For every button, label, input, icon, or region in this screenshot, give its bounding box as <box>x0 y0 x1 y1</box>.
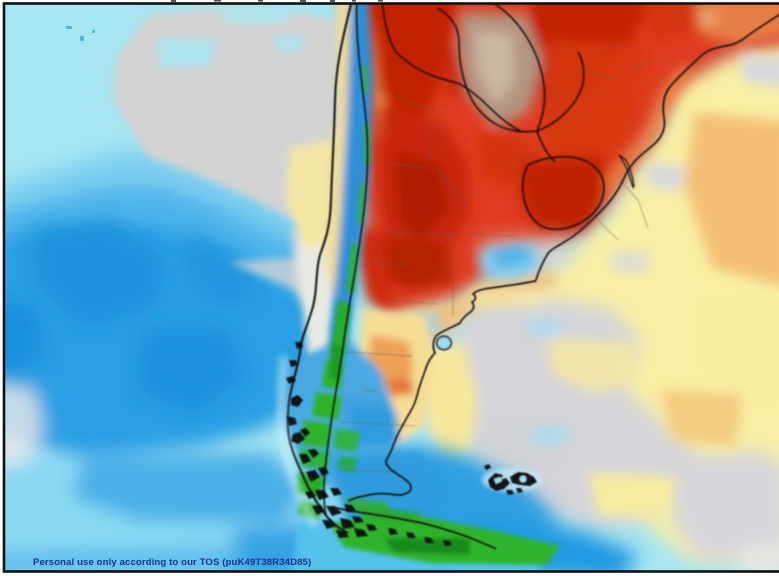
svg-text:Personal use only according to: Personal use only according to our TOS (… <box>33 557 311 568</box>
